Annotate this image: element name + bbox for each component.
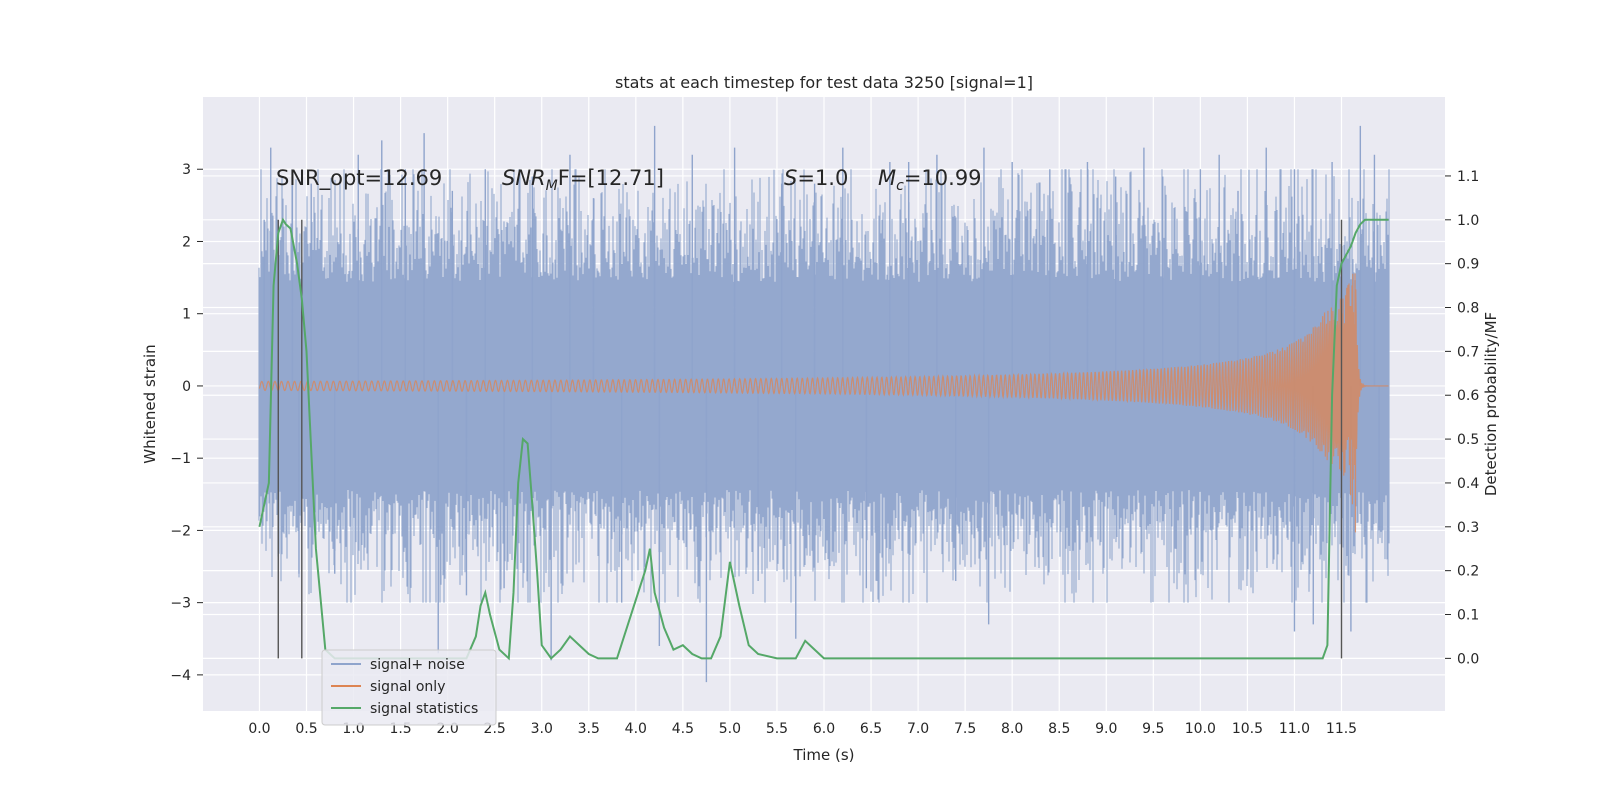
signal-noise-series (258, 125, 1390, 683)
x-axis-ticks: 0.0 0.5 1.0 1.5 2.0 2.5 3.0 3.5 4.0 4.5 5.0 5.5 6.0 6… (248, 721, 1357, 737)
x-tick-label: 10.5 (1232, 721, 1263, 737)
x-tick-label: 3.0 (531, 721, 553, 737)
annotation-mc: Mc=10.99 (878, 166, 982, 194)
y2-tick-label: 0.5 (1457, 432, 1479, 448)
y2-tick-label: 0.6 (1457, 388, 1479, 404)
y-tick-label: 3 (182, 162, 191, 178)
x-tick-label: 8.0 (1001, 721, 1023, 737)
chart-title: stats at each timestep for test data 325… (615, 73, 1033, 92)
y2-tick-label: 0.7 (1457, 344, 1479, 360)
annotation-snr-mf-rest: F=[12.71] (558, 166, 664, 190)
annotation-snr-mf: SNRMF=[12.71] (502, 166, 664, 194)
signal-only-line (258, 273, 1389, 533)
x-tick-label: 10.0 (1185, 721, 1216, 737)
x-tick-label: 0.5 (295, 721, 317, 737)
x-axis-label: Time (s) (793, 746, 855, 764)
y2-axis-label: Detection probability/MF (1482, 312, 1500, 496)
y-tick-label: −3 (170, 596, 191, 612)
x-tick-label: 5.5 (766, 721, 788, 737)
annotation-mc-rest: =10.99 (904, 166, 982, 190)
x-tick-label: 9.5 (1142, 721, 1164, 737)
y2-tick-label: 0.3 (1457, 520, 1479, 536)
legend-box (321, 649, 497, 726)
y-tick-label: −4 (170, 668, 191, 684)
y2-tick-label: 0.2 (1457, 564, 1479, 580)
y-axis-label: Whitened strain (141, 344, 159, 463)
x-tick-label: 4.0 (625, 721, 647, 737)
x-tick-label: 5.0 (719, 721, 741, 737)
x-tick-label: 3.5 (578, 721, 600, 737)
x-tick-label: 7.5 (954, 721, 976, 737)
y-tick-label: 0 (182, 379, 191, 395)
legend-label-signal-only: signal only (370, 679, 445, 695)
legend-label-signal-statistics: signal statistics (370, 701, 478, 717)
annotation-snr-mf-sub: M (546, 178, 558, 194)
x-tick-label: 9.0 (1095, 721, 1117, 737)
annotation-mc-var: M (878, 166, 896, 190)
annotation-snr-opt: SNR_opt=12.69 (276, 166, 442, 191)
y2-tick-label: 0.8 (1457, 301, 1479, 317)
y2-tick-label: 0.4 (1457, 476, 1479, 492)
x-tick-label: 7.0 (907, 721, 929, 737)
annotation-s-rest: =1.0 (797, 166, 848, 190)
x-tick-label: 6.5 (860, 721, 882, 737)
y2-axis-ticks: 0.0 0.1 0.2 0.3 0.4 0.5 0.6 0.7 0.8 0.9 1.0 1.1 (1445, 169, 1479, 667)
y2-tick-label: 0.1 (1457, 608, 1479, 624)
x-tick-label: 11.0 (1279, 721, 1310, 737)
y-axis-ticks: −4 −3 −2 −1 0 1 2 3 (170, 162, 203, 684)
annotation-s-var: S (784, 166, 797, 190)
x-tick-label: 6.0 (813, 721, 835, 737)
legend-label-signal-noise: signal+ noise (370, 657, 465, 673)
y2-tick-label: 0.0 (1457, 651, 1479, 667)
signal-only-series (258, 273, 1389, 533)
annotation-mc-sub: c (896, 178, 904, 194)
legend: signal+ noise signal only signal statist… (321, 649, 497, 726)
x-tick-label: 11.5 (1326, 721, 1357, 737)
y2-tick-label: 1.1 (1457, 169, 1479, 185)
x-tick-label: 4.5 (672, 721, 694, 737)
y-tick-label: 2 (182, 234, 191, 250)
y2-tick-label: 1.0 (1457, 213, 1479, 229)
x-tick-label: 0.0 (248, 721, 270, 737)
y-tick-label: −1 (170, 451, 191, 467)
annotation-snr-mf-base: SNR (502, 166, 546, 190)
y2-tick-label: 0.9 (1457, 257, 1479, 273)
x-tick-label: 8.5 (1048, 721, 1070, 737)
y-tick-label: −2 (170, 523, 191, 539)
y-tick-label: 1 (182, 307, 191, 323)
annotation-s: S=1.0 (784, 166, 848, 190)
